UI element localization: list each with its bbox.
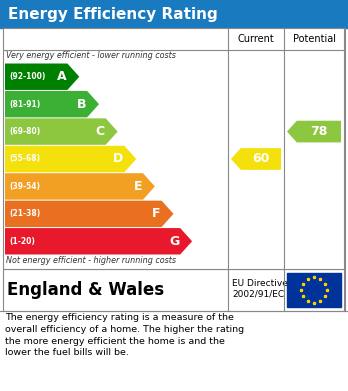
Polygon shape	[287, 121, 341, 142]
Text: 78: 78	[310, 125, 327, 138]
Text: (81-91): (81-91)	[9, 100, 40, 109]
Text: G: G	[169, 235, 179, 248]
Bar	[0, 0, 348, 28]
Text: A: A	[57, 70, 66, 83]
Text: Not energy efficient - higher running costs: Not energy efficient - higher running co…	[6, 256, 176, 265]
Polygon shape	[5, 63, 79, 90]
Bar	[287, 273, 341, 307]
Polygon shape	[231, 148, 281, 170]
Text: Potential: Potential	[293, 34, 335, 44]
Text: 60: 60	[252, 152, 270, 165]
Bar	[3, 269, 345, 311]
Text: Current: Current	[238, 34, 274, 44]
Text: (92-100): (92-100)	[9, 72, 45, 81]
Polygon shape	[5, 201, 173, 227]
Polygon shape	[5, 146, 136, 172]
Text: (1-20): (1-20)	[9, 237, 35, 246]
Text: (21-38): (21-38)	[9, 209, 40, 218]
Polygon shape	[5, 118, 118, 145]
Polygon shape	[5, 173, 155, 200]
Text: E: E	[134, 180, 142, 193]
Text: The energy efficiency rating is a measure of the
overall efficiency of a home. T: The energy efficiency rating is a measur…	[5, 313, 244, 357]
Text: Energy Efficiency Rating: Energy Efficiency Rating	[8, 7, 218, 22]
Polygon shape	[5, 91, 99, 117]
Text: Very energy efficient - lower running costs: Very energy efficient - lower running co…	[6, 51, 176, 60]
Text: B: B	[77, 98, 86, 111]
Bar	[3, 28, 345, 269]
Text: (39-54): (39-54)	[9, 182, 40, 191]
Text: EU Directive
2002/91/EC: EU Directive 2002/91/EC	[232, 279, 288, 299]
Text: D: D	[113, 152, 123, 165]
Text: C: C	[96, 125, 105, 138]
Polygon shape	[5, 228, 192, 255]
Text: England & Wales: England & Wales	[7, 281, 164, 299]
Text: F: F	[152, 207, 160, 221]
Text: (55-68): (55-68)	[9, 154, 40, 163]
Text: (69-80): (69-80)	[9, 127, 40, 136]
